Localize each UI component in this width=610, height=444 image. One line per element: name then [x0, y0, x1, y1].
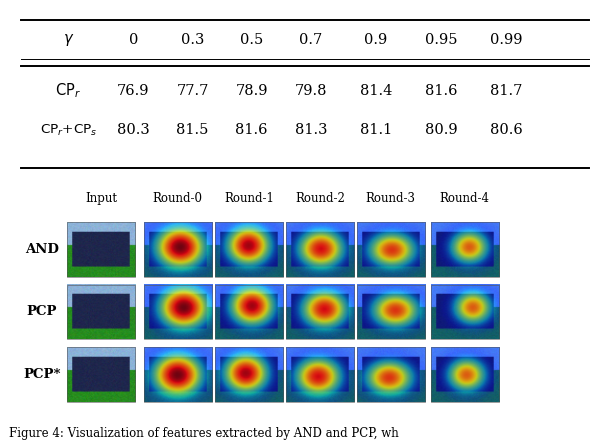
Text: PCP: PCP [26, 305, 57, 318]
Text: 0.7: 0.7 [300, 33, 323, 47]
Text: 0.3: 0.3 [181, 33, 204, 47]
Text: Figure 4: Visualization of features extracted by AND and PCP, wh: Figure 4: Visualization of features extr… [9, 428, 399, 440]
Text: $\gamma$: $\gamma$ [63, 32, 74, 48]
Text: 76.9: 76.9 [117, 84, 149, 98]
Text: 81.6: 81.6 [425, 84, 458, 98]
Text: PCP*: PCP* [23, 368, 60, 381]
Text: 0.95: 0.95 [425, 33, 458, 47]
Text: 0.99: 0.99 [490, 33, 522, 47]
Text: AND: AND [25, 243, 59, 256]
Text: 77.7: 77.7 [176, 84, 209, 98]
Text: 80.3: 80.3 [117, 123, 150, 137]
Text: 80.9: 80.9 [425, 123, 458, 137]
Text: 78.9: 78.9 [235, 84, 268, 98]
Text: 0.5: 0.5 [240, 33, 264, 47]
Text: 81.5: 81.5 [176, 123, 209, 137]
Text: Input: Input [85, 192, 117, 205]
Text: 81.7: 81.7 [490, 84, 522, 98]
Text: $\mathrm{CP}_r$: $\mathrm{CP}_r$ [56, 82, 81, 100]
Text: 0.9: 0.9 [364, 33, 387, 47]
Text: 81.1: 81.1 [360, 123, 392, 137]
Text: Round-0: Round-0 [152, 192, 203, 205]
Text: 81.3: 81.3 [295, 123, 327, 137]
Text: 79.8: 79.8 [295, 84, 327, 98]
Text: 0: 0 [129, 33, 138, 47]
Text: 80.6: 80.6 [490, 123, 523, 137]
Text: Round-2: Round-2 [295, 192, 345, 205]
Text: Round-1: Round-1 [224, 192, 274, 205]
Text: Round-3: Round-3 [366, 192, 416, 205]
Text: Round-4: Round-4 [440, 192, 490, 205]
Text: 81.4: 81.4 [360, 84, 392, 98]
Text: 81.6: 81.6 [235, 123, 268, 137]
Text: $\mathrm{CP}_r$+$\mathrm{CP}_s$: $\mathrm{CP}_r$+$\mathrm{CP}_s$ [40, 123, 97, 138]
